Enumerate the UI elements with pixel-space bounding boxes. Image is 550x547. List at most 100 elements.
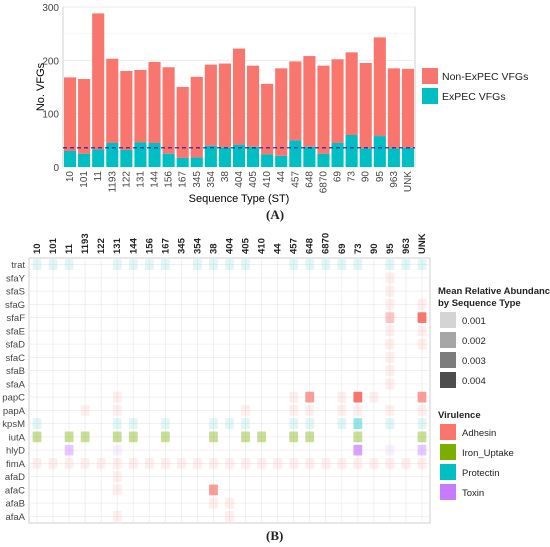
heatmap-x-tick-label: 963 [401, 238, 412, 254]
heatmap-cell-papC-90 [369, 391, 379, 403]
virulence-legend-label: Protectin [462, 468, 500, 479]
heatmap-cell-fimA-UNK [417, 457, 427, 469]
heatmap-cells [32, 259, 427, 522]
bar-expec-354 [204, 145, 217, 167]
bar-nonexpec-6870 [317, 65, 330, 154]
heatmap-cell-fimA-167 [160, 457, 170, 469]
heatmap-cell-hlyD-UNK [417, 444, 427, 456]
bar-series [63, 13, 415, 167]
bar-x-tick-label: 404 [234, 171, 245, 188]
heatmap-cell-sfaE-UNK [417, 325, 427, 337]
bar-nonexpec-405 [247, 65, 260, 147]
heatmap-cell-sfaE-95 [385, 325, 395, 337]
heatmap-cell-iutA-457 [289, 431, 299, 443]
heatmap-cell-kpsM-73 [353, 418, 363, 430]
heatmap-cell-sfaG-95 [385, 298, 395, 310]
bar-x-tick-label: 95 [375, 171, 386, 183]
bar-nonexpec-1193 [106, 58, 119, 143]
bar-expec-101 [78, 153, 91, 167]
heatmap-gridlines [29, 258, 430, 523]
heatmap-x-tick-label: 1193 [80, 233, 91, 254]
heatmap-cell-hlyD-131 [112, 444, 122, 456]
heatmap-cell-hlyD-11 [64, 444, 74, 456]
heatmap-cell-kpsM-405 [241, 418, 250, 430]
virulence-legend-swatch [440, 424, 456, 440]
heatmap-cell-trat-457 [289, 259, 299, 271]
heatmap-cell-iutA-648 [305, 431, 315, 443]
bar-x-tick-label: 963 [389, 171, 400, 188]
bar-legend-swatch [422, 88, 438, 104]
bar-nonexpec-69 [331, 59, 344, 144]
heatmap-x-tick-label: 6870 [321, 233, 332, 254]
heatmap-x-tick-label: 457 [289, 238, 300, 254]
heatmap-y-ticks: trat sfaY sfaS sfaG sfaF sfaE sfaD sfaC sfaB sfaA… [2, 260, 25, 523]
heatmap-cell-kpsM-UNK [417, 418, 427, 430]
heatmap-cell-sfaC-95 [385, 351, 395, 363]
bar-nonexpec-144 [148, 61, 161, 143]
heatmap-cell-kpsM-69 [337, 418, 347, 430]
bar-nonexpec-345 [190, 76, 203, 158]
bar-expec-11 [92, 149, 105, 167]
bar-x-ticks: 10 101 11 1193 122 131 144 156 167 345 354 38 404 405… [65, 171, 414, 194]
heatmap-cell-papC-69 [337, 391, 347, 403]
bar-x-tick-label: UNK [403, 171, 414, 192]
bar-x-tick-label: 6870 [318, 171, 329, 194]
bar-expec-73 [345, 135, 358, 167]
heatmap-cell-trat-354 [193, 259, 202, 271]
heatmap-cell-kpsM-38 [209, 418, 218, 430]
heatmap-y-tick-label: sfaS [6, 287, 25, 298]
heatmap-y-tick-label: afaB [5, 499, 25, 510]
bar-x-tick-label: 405 [248, 171, 259, 188]
heatmap-x-tick-label: 345 [176, 237, 187, 254]
bar-x-tick-label: 457 [290, 171, 301, 188]
bar-x-tick-label: 648 [304, 171, 315, 188]
heatmap-cell-trat-405 [241, 259, 250, 271]
heatmap-cell-sfaD-UNK [417, 338, 427, 350]
bar-expec-457 [289, 140, 302, 167]
panel-label-a: (A) [266, 207, 285, 222]
heatmap-cell-afaC-131 [112, 484, 122, 496]
bar-expec-404 [232, 144, 246, 167]
heatmap-x-tick-label: 167 [160, 238, 171, 254]
heatmap-cell-fimA-131 [112, 457, 122, 469]
heatmap-cell-papC-457 [289, 391, 299, 403]
panel-label-b: (B) [266, 528, 284, 543]
heatmap-cell-trat-UNK [417, 259, 427, 271]
heatmap-cell-afaB-38 [209, 497, 218, 509]
bar-expec-122 [120, 149, 133, 167]
heatmap-x-tick-label: 10 [32, 243, 43, 254]
bar-x-tick-label: 345 [192, 171, 203, 188]
heatmap-cell-afaC-38 [209, 484, 218, 496]
bar-expec-345 [190, 157, 203, 167]
heatmap-cell-fimA-73 [353, 457, 363, 469]
bar-expec-10 [63, 151, 77, 167]
heatmap-cell-fimA-122 [96, 457, 106, 469]
heatmap-cell-trat-167 [160, 259, 170, 271]
heatmap-cell-papC-73 [353, 391, 363, 403]
bar-expec-38 [218, 147, 231, 167]
bar-x-tick-label: 1193 [107, 171, 118, 193]
heatmap-cell-papA-69 [337, 404, 347, 416]
bar-nonexpec-122 [120, 71, 133, 150]
bar-x-tick-label: 44 [276, 171, 287, 183]
heatmap-cell-fimA-404 [225, 457, 234, 469]
bar-expec-167 [176, 157, 189, 167]
heatmap-cell-trat-69 [337, 259, 347, 271]
heatmap-cell-trat-648 [305, 259, 315, 271]
heatmap-y-tick-label: sfaD [5, 340, 25, 351]
heatmap-cell-trat-131 [112, 259, 122, 271]
heatmap-cell-kpsM-95 [385, 418, 395, 430]
virulence-legend-label: Toxin [462, 488, 484, 499]
heatmap-y-tick-label: kpsM [2, 419, 25, 430]
heatmap-cell-iutA-144 [128, 431, 138, 443]
bar-x-tick-label: 354 [206, 171, 217, 188]
heatmap-x-tick-label: 73 [353, 243, 364, 254]
heatmap-y-tick-label: sfaG [5, 300, 25, 311]
heatmap-y-tick-label: sfaE [6, 326, 25, 337]
heatmap-y-tick-label: afaA [5, 512, 25, 523]
bar-y-tick-label: 100 [42, 110, 59, 121]
heatmap-cell-fimA-410 [257, 457, 266, 469]
bar-x-tick-label: 167 [178, 171, 189, 188]
heatmap-x-ticks: 10 101 11 1193 122 131 144 156 167 345 354 38 404 405… [32, 233, 428, 254]
heatmap-x-tick-label: 156 [144, 238, 155, 254]
